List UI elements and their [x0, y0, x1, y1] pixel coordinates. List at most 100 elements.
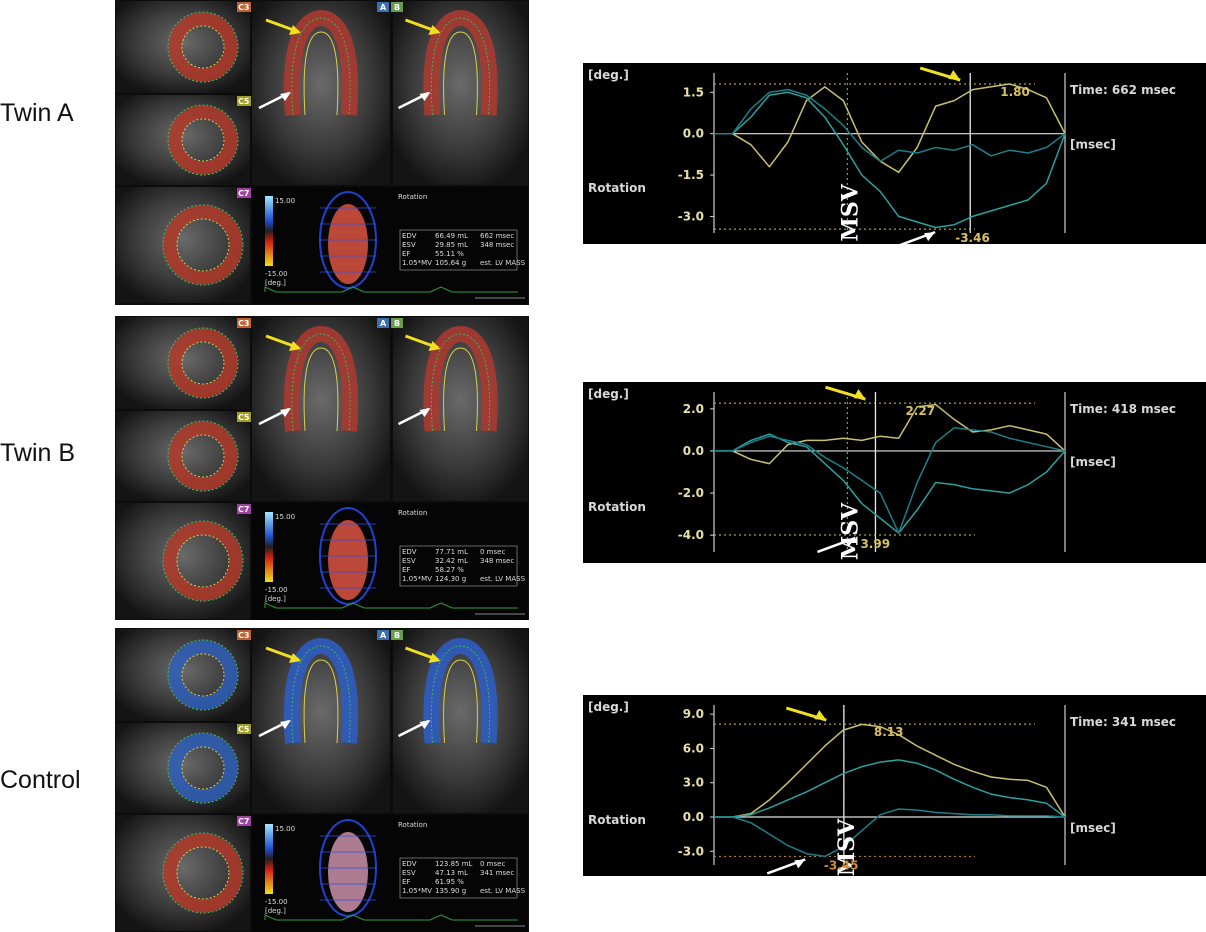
y-tick-label: 1.5: [683, 85, 704, 99]
model-panel: [252, 187, 528, 304]
view-tag-box: [237, 318, 251, 328]
lv-endocardial-trace: [443, 31, 478, 116]
yellow-arrow-head: [948, 70, 961, 81]
rotation-curve-twin-a: 1.5 0.0 -1.5 -3.0 [deg.] Time: 662 msec [msec]…: [583, 63, 1206, 244]
msv-label: MSV: [834, 818, 860, 876]
stats-extra: est. LV MASS: [480, 259, 526, 267]
rotation-chart-svg: 1.5 0.0 -1.5 -3.0 [deg.] Time: 662 msec [msec]…: [588, 66, 1176, 244]
view-tag-box: [237, 630, 251, 640]
epicardial-trace: [167, 104, 239, 176]
row-label-twin-a: Twin A: [0, 99, 74, 127]
peak-positive-label: 2.27: [905, 404, 935, 418]
lv-endocardial-trace: [443, 347, 478, 432]
epicardial-trace: [167, 327, 239, 399]
ecg-trace: [264, 914, 518, 921]
y-tick-label: 0.0: [683, 127, 704, 141]
color-scale-min: -15.00: [265, 270, 288, 278]
myocardium-ring: [168, 421, 238, 491]
endocardial-trace: [181, 118, 225, 162]
stats-value: 124.30 g: [435, 575, 466, 583]
model-panel: [252, 503, 528, 620]
axis-unit-label: [msec]: [1070, 138, 1116, 152]
view-tag-label: C3: [238, 3, 249, 12]
stats-extra: 662 msec: [480, 232, 514, 240]
color-scale-bar: [265, 196, 273, 266]
view-tag-box: [237, 2, 251, 12]
base-white-arrow-head: [280, 720, 291, 729]
view-tag-box: [377, 2, 389, 12]
view-tag-label: C3: [238, 631, 249, 640]
endocardial-trace: [176, 534, 230, 588]
epicardial-trace: [162, 520, 244, 602]
view-tag-label: A: [380, 3, 387, 12]
myocardium-ring: [163, 521, 243, 601]
ecg-trace: [264, 286, 518, 293]
myocardium-ring: [168, 12, 238, 82]
stats-label: EDV: [402, 548, 417, 556]
view-tag-label: C7: [238, 505, 249, 514]
stats-table: [399, 857, 518, 899]
epicardial-trace: [167, 732, 239, 804]
unit-label: [deg.]: [588, 700, 629, 714]
time-readout: Time: 341 msec: [1070, 715, 1176, 729]
color-scale-max: 15.00: [275, 197, 295, 205]
color-scale-max: 15.00: [275, 825, 295, 833]
lv-endocardial-trace: [303, 659, 339, 744]
y-tick-label: -3.0: [678, 209, 704, 223]
axis-unit-label: [msec]: [1070, 455, 1116, 469]
stats-extra: 341 msec: [480, 869, 514, 877]
endocardial-trace: [181, 434, 225, 478]
rotation-series-line: [714, 808, 1066, 858]
view-tag-label: C5: [238, 97, 250, 106]
stats-value: 123.85 mL: [435, 860, 473, 868]
lv-endocardial-trace: [303, 347, 339, 432]
model-panel-title: Rotation: [398, 509, 427, 517]
peak-negative-label: -3.46: [955, 231, 990, 244]
lv-epicardial-trace: [430, 645, 491, 744]
base-white-arrow-head: [419, 92, 431, 101]
row-label-control: Control: [0, 766, 81, 794]
view-tag-box: [377, 318, 389, 328]
stats-label: EF: [402, 250, 410, 258]
apex-yellow-arrow-head: [289, 341, 301, 351]
y-tick-label: 0.0: [683, 444, 704, 458]
base-white-arrow-head: [419, 408, 431, 417]
color-scale-unit: [deg.]: [265, 279, 286, 287]
y-tick-label: 3.0: [683, 776, 704, 790]
stats-label: 1.05*MV: [402, 259, 432, 267]
stats-extra: 0 msec: [480, 860, 505, 868]
view-tag-box: [237, 96, 251, 106]
view-tag-label: B: [394, 3, 400, 12]
apex-yellow-arrow-head: [428, 25, 441, 35]
y-tick-label: 0.0: [683, 810, 704, 824]
rotation-curve-control: 9.0 6.0 3.0 0.0 -3.0 [deg.] Time: 341 msec [mse…: [583, 695, 1206, 876]
apical-view-frame: [393, 317, 528, 501]
stats-extra: est. LV MASS: [480, 575, 526, 583]
stats-label: ESV: [402, 241, 416, 249]
endocardial-trace: [181, 746, 225, 790]
stats-value: 66.49 mL: [435, 232, 468, 240]
yellow-arrow-head: [814, 710, 827, 721]
stats-value: 105.64 g: [435, 259, 466, 267]
axis-unit-label: [msec]: [1070, 821, 1116, 835]
unit-label: [deg.]: [588, 387, 629, 401]
endocardial-trace: [181, 653, 225, 697]
y-tick-label: 2.0: [683, 402, 704, 416]
echo-panel-twin-b: C3 C5 C7 A B 15.00 -15.00 [deg.] Rotation EDV 77.7…: [115, 316, 529, 620]
stats-value: 77.71 mL: [435, 548, 468, 556]
apex-yellow-arrow-head: [289, 653, 301, 663]
color-scale-bar: [265, 512, 273, 582]
view-tag-label: C3: [238, 319, 249, 328]
view-tag-label: B: [394, 319, 400, 328]
msv-label: MSV: [837, 502, 863, 560]
y-tick-label: -4.0: [678, 528, 704, 542]
apical-view-frame: [252, 1, 390, 185]
apex-yellow-arrow-head: [289, 25, 301, 35]
echo-panel-twin-a: C3 C5 C7 A B 15.00 -15.00 [deg.] Rotation EDV 66.4…: [115, 0, 529, 305]
ecg-trace: [264, 602, 518, 609]
peak-negative-label: -3.45: [824, 858, 859, 872]
stats-table: [399, 229, 518, 271]
color-scale-min: -15.00: [265, 586, 288, 594]
y-tick-label: -1.5: [678, 168, 704, 182]
rotation-chart-svg: 9.0 6.0 3.0 0.0 -3.0 [deg.] Time: 341 msec [mse…: [588, 700, 1176, 876]
